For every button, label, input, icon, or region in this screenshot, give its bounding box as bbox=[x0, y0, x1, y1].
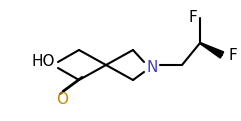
Text: HO: HO bbox=[32, 54, 55, 69]
Polygon shape bbox=[200, 43, 224, 58]
Text: O: O bbox=[56, 91, 68, 106]
Text: F: F bbox=[189, 11, 198, 26]
Text: F: F bbox=[228, 48, 237, 63]
Text: N: N bbox=[146, 60, 158, 76]
